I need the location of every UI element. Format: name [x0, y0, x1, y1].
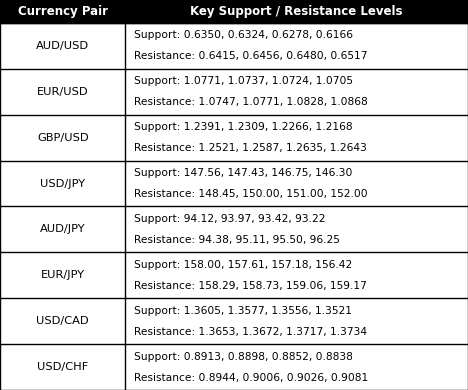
Text: GBP/USD: GBP/USD: [37, 133, 88, 143]
Bar: [0, 206, 468, 252]
Text: Key Support / Resistance Levels: Key Support / Resistance Levels: [190, 5, 403, 18]
Text: Support: 1.3605, 1.3577, 1.3556, 1.3521: Support: 1.3605, 1.3577, 1.3556, 1.3521: [134, 306, 352, 316]
Text: AUD/USD: AUD/USD: [36, 41, 89, 51]
Text: Support: 1.2391, 1.2309, 1.2266, 1.2168: Support: 1.2391, 1.2309, 1.2266, 1.2168: [134, 122, 352, 132]
Bar: [0, 161, 468, 206]
Bar: [0, 298, 468, 344]
Text: Support: 1.0771, 1.0737, 1.0724, 1.0705: Support: 1.0771, 1.0737, 1.0724, 1.0705: [134, 76, 353, 86]
Text: Resistance: 94.38, 95.11, 95.50, 96.25: Resistance: 94.38, 95.11, 95.50, 96.25: [134, 235, 340, 245]
Text: Resistance: 148.45, 150.00, 151.00, 152.00: Resistance: 148.45, 150.00, 151.00, 152.…: [134, 189, 367, 199]
Text: Resistance: 0.8944, 0.9006, 0.9026, 0.9081: Resistance: 0.8944, 0.9006, 0.9026, 0.90…: [134, 372, 368, 383]
Text: Support: 0.8913, 0.8898, 0.8852, 0.8838: Support: 0.8913, 0.8898, 0.8852, 0.8838: [134, 351, 353, 362]
Bar: [0, 69, 468, 115]
Text: Resistance: 1.0747, 1.0771, 1.0828, 1.0868: Resistance: 1.0747, 1.0771, 1.0828, 1.08…: [134, 98, 367, 107]
Text: Resistance: 1.3653, 1.3672, 1.3717, 1.3734: Resistance: 1.3653, 1.3672, 1.3717, 1.37…: [134, 327, 367, 337]
Bar: [0, 344, 468, 390]
Text: Resistance: 1.2521, 1.2587, 1.2635, 1.2643: Resistance: 1.2521, 1.2587, 1.2635, 1.26…: [134, 143, 367, 153]
Text: EUR/JPY: EUR/JPY: [41, 270, 85, 280]
Text: Support: 147.56, 147.43, 146.75, 146.30: Support: 147.56, 147.43, 146.75, 146.30: [134, 168, 352, 178]
Text: AUD/JPY: AUD/JPY: [40, 224, 86, 234]
Text: Currency Pair: Currency Pair: [18, 5, 108, 18]
Bar: [0, 0, 468, 23]
Text: EUR/USD: EUR/USD: [37, 87, 88, 97]
Text: USD/CAD: USD/CAD: [37, 316, 89, 326]
Bar: [0, 23, 468, 69]
Text: USD/CHF: USD/CHF: [37, 362, 88, 372]
Text: Support: 0.6350, 0.6324, 0.6278, 0.6166: Support: 0.6350, 0.6324, 0.6278, 0.6166: [134, 30, 353, 40]
Bar: [0, 115, 468, 161]
Text: Resistance: 0.6415, 0.6456, 0.6480, 0.6517: Resistance: 0.6415, 0.6456, 0.6480, 0.65…: [134, 51, 367, 62]
Text: Support: 158.00, 157.61, 157.18, 156.42: Support: 158.00, 157.61, 157.18, 156.42: [134, 260, 352, 270]
Bar: [0, 252, 468, 298]
Text: Resistance: 158.29, 158.73, 159.06, 159.17: Resistance: 158.29, 158.73, 159.06, 159.…: [134, 281, 367, 291]
Text: USD/JPY: USD/JPY: [40, 179, 85, 188]
Text: Support: 94.12, 93.97, 93.42, 93.22: Support: 94.12, 93.97, 93.42, 93.22: [134, 214, 325, 224]
